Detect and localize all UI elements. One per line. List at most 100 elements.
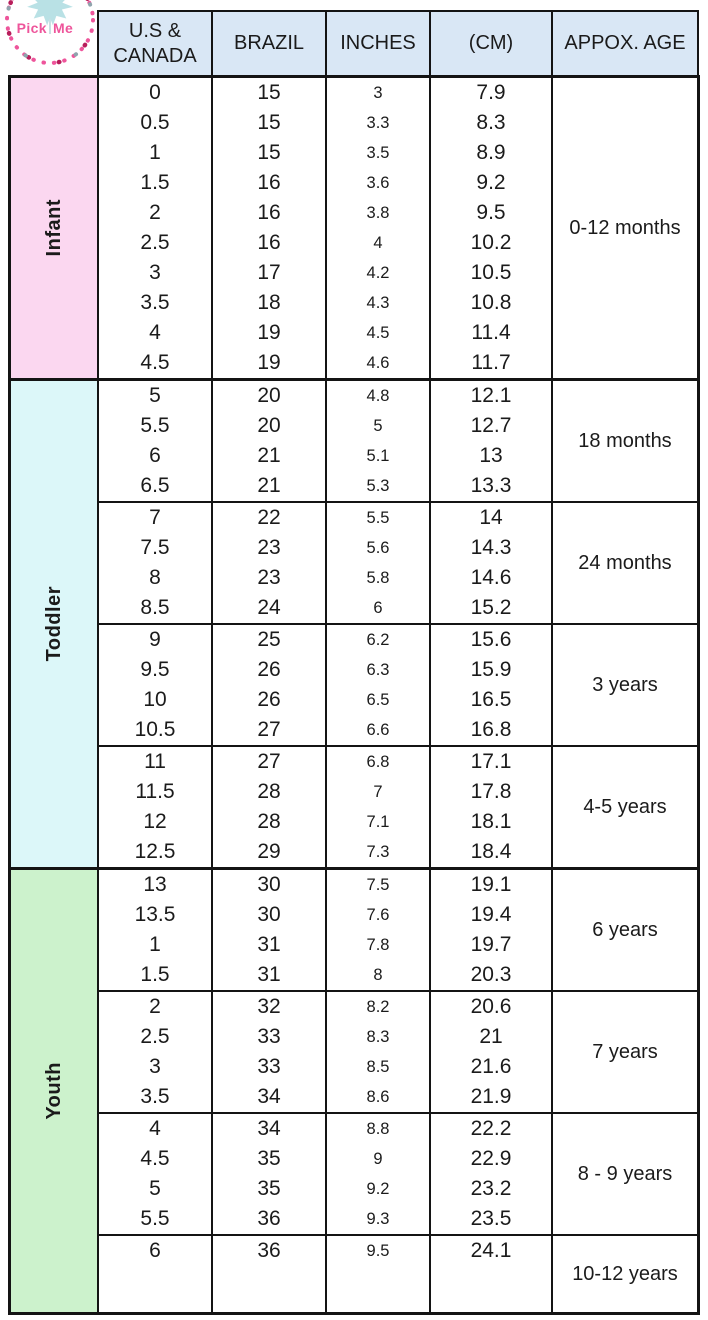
age-group-row: 9 9.5 10 10.5 25 26 26 27 6.2 6.3 6.5 6.6 15.6 15.9 16…	[99, 623, 697, 745]
section-label: Infant	[42, 199, 65, 257]
size-value: 3	[373, 84, 383, 102]
size-value: 5.5	[140, 1207, 170, 1230]
size-value: 28	[257, 810, 281, 833]
size-value: 12.5	[134, 840, 176, 863]
size-value: 6	[149, 444, 161, 467]
size-value: 19	[257, 351, 281, 374]
table-body: Infant 0 0.5 1 1.5 2 2.5 3 3.5 4 4.5 15 15 15 16 16 16 17…	[8, 75, 700, 1315]
value-column: 9 9.5 10 10.5	[99, 625, 213, 745]
value-column: 6	[99, 1236, 213, 1312]
section-label: Toddler	[42, 586, 65, 662]
size-value: 12.7	[470, 414, 512, 437]
size-value: 16	[257, 171, 281, 194]
size-value: 15.6	[470, 628, 512, 651]
size-value: 15	[257, 111, 281, 134]
size-value: 35	[257, 1177, 281, 1200]
size-value: 8.5	[366, 1058, 390, 1076]
size-value: 36	[257, 1207, 281, 1230]
age-group-row: 6 36 9.5 24.1 10-12 years	[99, 1234, 697, 1312]
size-value: 3.5	[140, 291, 170, 314]
size-value: 9.5	[140, 658, 170, 681]
size-value: 18.4	[470, 840, 512, 863]
size-value: 21.9	[470, 1085, 512, 1108]
age-cell: 3 years	[592, 673, 658, 696]
size-value: 1.5	[140, 171, 170, 194]
value-column: 11 11.5 12 12.5	[99, 747, 213, 867]
value-column: 9.5	[327, 1236, 431, 1312]
age-group-row: 7 7.5 8 8.5 22 23 23 24 5.5 5.6 5.8 6 14 14.3 14.6 15.2…	[99, 501, 697, 623]
size-value: 7.9	[476, 81, 506, 104]
size-value: 14.3	[470, 536, 512, 559]
size-value: 3.5	[366, 144, 390, 162]
value-column: 20.6 21 21.6 21.9	[431, 992, 553, 1112]
size-value: 7.5	[366, 876, 390, 894]
value-column: 5 5.5 6 6.5	[99, 381, 213, 501]
size-value: 15	[257, 141, 281, 164]
size-value: 17	[257, 261, 281, 284]
size-value: 7	[149, 506, 161, 529]
size-value: 7.8	[366, 936, 390, 954]
age-group-row: 0 0.5 1 1.5 2 2.5 3 3.5 4 4.5 15 15 15 16 16 16 17 18 19 19…	[99, 78, 697, 378]
size-value: 10.5	[470, 261, 512, 284]
value-column: 13 13.5 1 1.5	[99, 870, 213, 990]
size-value: 17.1	[470, 750, 512, 773]
size-value: 2	[149, 201, 161, 224]
size-value: 24	[257, 596, 281, 619]
size-value: 4.5	[140, 1147, 170, 1170]
size-value: 11.7	[471, 351, 511, 374]
size-value: 7.6	[366, 906, 390, 924]
value-column: 7.9 8.3 8.9 9.2 9.5 10.2 10.5 10.8 11.4 11.7	[431, 78, 553, 378]
size-value: 36	[257, 1239, 281, 1262]
section-groups: 5 5.5 6 6.5 20 20 21 21 4.8 5 5.1 5.3 12.1 12.7 13 13.3…	[99, 381, 697, 867]
size-value: 6.2	[366, 631, 390, 649]
size-value: 26	[257, 658, 281, 681]
size-value: 5.5	[366, 509, 390, 527]
age-cell: 18 months	[578, 429, 672, 452]
header-row: U.S & CANADA BRAZIL INCHES (CM) APPOX. AGE	[97, 10, 699, 75]
size-value: 6.3	[366, 661, 390, 679]
size-value: 3.8	[366, 204, 390, 222]
size-value: 8.6	[366, 1088, 390, 1106]
size-value: 3.6	[366, 174, 390, 192]
age-cell: 24 months	[578, 551, 672, 574]
section-youth: Youth 13 13.5 1 1.5 30 30 31 31 7.5 7.6 7.8 8 19.1 19.…	[11, 867, 697, 1312]
size-value: 7	[373, 783, 383, 801]
value-column: 7.5 7.6 7.8 8	[327, 870, 431, 990]
size-value: 34	[257, 1085, 281, 1108]
size-value: 15	[257, 81, 281, 104]
size-value: 6.6	[366, 721, 390, 739]
section-toddler: Toddler 5 5.5 6 6.5 20 20 21 21 4.8 5 5.1 5.3 12.1 12.…	[11, 378, 697, 867]
size-value: 22.9	[470, 1147, 512, 1170]
size-value: 4.5	[366, 324, 390, 342]
size-value: 10.5	[134, 718, 176, 741]
size-value: 5.5	[140, 414, 170, 437]
value-column: 17.1 17.8 18.1 18.4	[431, 747, 553, 867]
size-value: 35	[257, 1147, 281, 1170]
size-value: 21.6	[470, 1055, 512, 1078]
size-value: 26	[257, 688, 281, 711]
header-cell: INCHES	[327, 12, 431, 75]
value-column: 22 23 23 24	[213, 503, 327, 623]
logo-word-pick: Pick	[17, 20, 47, 36]
value-column: 6.2 6.3 6.5 6.6	[327, 625, 431, 745]
size-value: 9	[149, 628, 161, 651]
size-value: 8.3	[476, 111, 506, 134]
value-column: 3 3.3 3.5 3.6 3.8 4 4.2 4.3 4.5 4.6	[327, 78, 431, 378]
size-value: 17.8	[470, 780, 512, 803]
value-column: 2 2.5 3 3.5	[99, 992, 213, 1112]
value-column: 22.2 22.9 23.2 23.5	[431, 1114, 553, 1234]
size-value: 18	[257, 291, 281, 314]
value-column: 5.5 5.6 5.8 6	[327, 503, 431, 623]
size-value: 14.6	[470, 566, 512, 589]
age-cell: 6 years	[592, 918, 658, 941]
value-column: 27 28 28 29	[213, 747, 327, 867]
size-value: 23.5	[470, 1207, 512, 1230]
age-group-row: 13 13.5 1 1.5 30 30 31 31 7.5 7.6 7.8 8 19.1 19.4 19.7…	[99, 870, 697, 990]
size-value: 13.3	[470, 474, 512, 497]
size-value: 13.5	[134, 903, 176, 926]
header-cell: (CM)	[431, 12, 553, 75]
size-value: 4.2	[366, 264, 390, 282]
size-value: 12	[143, 810, 167, 833]
size-value: 32	[257, 995, 281, 1018]
size-value: 5	[149, 1177, 161, 1200]
